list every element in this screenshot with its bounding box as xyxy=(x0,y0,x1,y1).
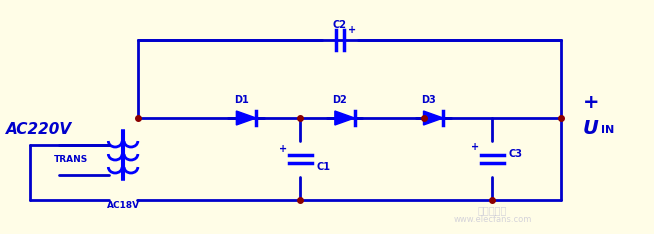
Text: AC18V: AC18V xyxy=(107,201,140,209)
Polygon shape xyxy=(424,111,443,125)
Text: TRANS: TRANS xyxy=(54,156,88,165)
Text: D2: D2 xyxy=(332,95,347,105)
Text: C1: C1 xyxy=(316,162,330,172)
Text: 电子发烧友: 电子发烧友 xyxy=(478,205,507,215)
Text: C2: C2 xyxy=(333,20,347,30)
Text: C3: C3 xyxy=(508,149,523,159)
Text: IN: IN xyxy=(601,125,614,135)
Polygon shape xyxy=(236,111,256,125)
Text: +: + xyxy=(583,94,599,113)
Polygon shape xyxy=(335,111,354,125)
Text: +: + xyxy=(471,142,479,152)
Text: +: + xyxy=(279,144,286,154)
Text: www.elecfans.com: www.elecfans.com xyxy=(453,216,532,224)
Text: D3: D3 xyxy=(421,95,436,105)
Text: AC220V: AC220V xyxy=(7,123,73,138)
Text: U: U xyxy=(583,118,599,138)
Text: +: + xyxy=(347,25,356,35)
Text: D1: D1 xyxy=(234,95,249,105)
